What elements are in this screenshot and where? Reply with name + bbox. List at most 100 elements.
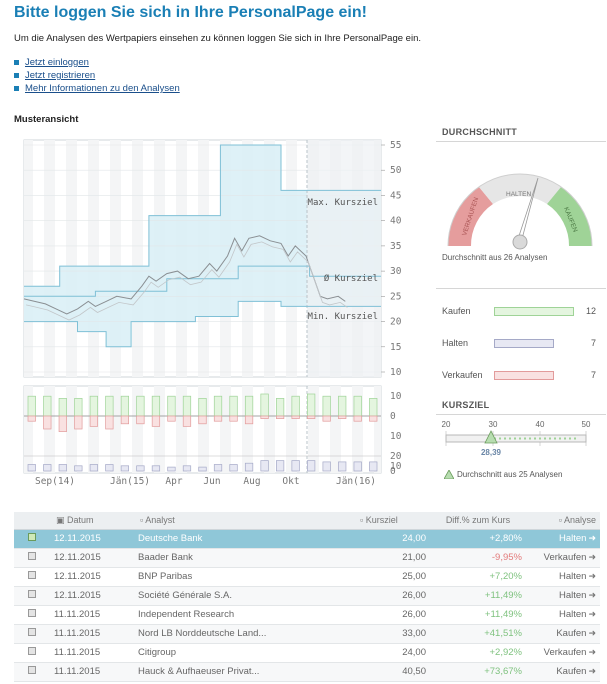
sell-bar (120, 415, 130, 425)
table-row[interactable]: 11.11.2015 Nord LB Norddeutsche Land... 33… (14, 624, 600, 644)
hold-bar (151, 465, 161, 472)
y-tick-label: 45 (390, 190, 401, 201)
bullet-icon (14, 73, 19, 78)
hold-bar (244, 462, 254, 472)
row-analysis[interactable]: Verkaufen ➜ (526, 643, 600, 663)
table-row[interactable]: 12.11.2015 BNP Paribas 25,00 +7,20% Halten ➜ (14, 567, 600, 587)
table-row[interactable]: 11.11.2015 Citigroup 24,00 +2,92% Verkaufen ➜ (14, 643, 600, 663)
row-analysis[interactable]: Verkaufen ➜ (526, 548, 600, 568)
gauge-sell-zone (448, 187, 493, 246)
sell-bar (291, 415, 300, 419)
row-date: 11.11.2015 (50, 605, 134, 625)
hold-bar (275, 460, 285, 472)
y-tick-label: 55 (390, 140, 401, 151)
y-tick-label: 35 (390, 241, 401, 252)
sell-bar (105, 415, 114, 430)
row-analysis[interactable]: Halten ➜ (526, 605, 600, 625)
x-tick-label: Jän(16) (336, 476, 376, 487)
row-checkbox[interactable] (28, 590, 36, 598)
table-row[interactable]: 12.11.2015 Baader Bank 21,00 -9,95% Verkaufe… (14, 548, 600, 568)
x-tick-label: Sep(14) (35, 476, 75, 487)
rating-row: Kaufen 12 (442, 295, 606, 327)
buy-bar (105, 395, 114, 417)
row-checkbox[interactable] (28, 571, 36, 579)
table-row[interactable]: 12.11.2015 Société Générale S.A. 26,00 +11,… (14, 586, 600, 606)
arrow-right-icon: ➜ (588, 609, 596, 619)
rating-row: Verkaufen 7 (442, 359, 606, 391)
target-marker-icon (484, 430, 498, 444)
row-checkbox-cell[interactable] (14, 586, 50, 606)
row-target: 33,00 (354, 624, 430, 644)
row-checkbox[interactable] (28, 666, 36, 674)
row-checkbox[interactable] (28, 628, 36, 636)
row-checkbox-cell[interactable] (14, 548, 50, 568)
row-checkbox[interactable] (28, 609, 36, 617)
row-checkbox-cell[interactable] (14, 643, 50, 663)
row-checkbox-cell[interactable] (14, 605, 50, 625)
buy-bar (213, 395, 223, 417)
col-diff-label: Diff.% zum Kurs (445, 515, 511, 526)
col-check (14, 512, 50, 530)
row-diff: +2,80% (430, 529, 526, 549)
buy-bar (244, 395, 254, 417)
row-analysis[interactable]: Halten ➜ (526, 567, 600, 587)
buy-bar (182, 395, 192, 417)
row-analysis[interactable]: Kaufen ➜ (526, 662, 600, 682)
arrow-right-icon: ➜ (588, 590, 596, 600)
arrow-right-icon: ➜ (588, 666, 596, 676)
hold-bar (120, 465, 130, 472)
col-diff[interactable]: Diff.% zum Kurs (430, 512, 526, 530)
x-axis-ticks: Sep(14) Jän(15) Apr Jun Aug Okt Jän(16) (35, 476, 376, 487)
row-checkbox-cell[interactable] (14, 662, 50, 682)
bullet-icon (14, 60, 19, 65)
row-checkbox[interactable] (28, 647, 36, 655)
row-checkbox[interactable] (28, 533, 36, 541)
arrow-right-icon: ➜ (588, 628, 596, 638)
col-target[interactable]: ▫ Kursziel (354, 512, 430, 530)
register-link[interactable]: Jetzt registrieren (25, 70, 96, 81)
arrow-right-icon: ➜ (588, 647, 596, 657)
target-tick-label: 20 (442, 420, 451, 429)
row-analysis[interactable]: Halten ➜ (526, 586, 600, 606)
hold-bar (198, 466, 207, 472)
row-checkbox[interactable] (28, 552, 36, 560)
login-link[interactable]: Jetzt einloggen (25, 57, 89, 68)
row-checkbox-cell[interactable] (14, 529, 50, 549)
sell-bar (353, 415, 362, 422)
col-analysis-label: Analyse (563, 515, 596, 526)
count-tick-label: 10 (390, 391, 402, 402)
row-analyst: Nord LB Norddeutsche Land... (134, 624, 354, 644)
row-analysis-label: Kaufen (556, 666, 587, 677)
arrow-right-icon: ➜ (588, 533, 596, 543)
price-line-shadow (26, 241, 348, 321)
y-tick-label: 30 (390, 266, 402, 277)
buy-bar (167, 395, 176, 417)
table-row[interactable]: 12.11.2015 Deutsche Bank 24,00 +2,80% Halten… (14, 529, 600, 549)
table-row[interactable]: 11.11.2015 Hauck & Aufhaeuser Privat... 40… (14, 662, 600, 682)
buy-bar (136, 395, 145, 417)
x-tick-label: Jän(15) (110, 476, 150, 487)
row-date: 12.11.2015 (50, 567, 134, 587)
sell-bar (182, 415, 192, 427)
col-date[interactable]: ▣ Datum (50, 512, 134, 530)
more-info-link[interactable]: Mehr Informationen zu den Analysen (25, 83, 180, 94)
y-axis-ticks: 55 50 45 40 35 30 25 20 15 10 (381, 140, 402, 378)
hold-bar (105, 464, 114, 472)
buy-bar (275, 398, 285, 417)
row-checkbox-cell[interactable] (14, 567, 50, 587)
row-analysis[interactable]: Kaufen ➜ (526, 624, 600, 644)
table-row[interactable]: 11.11.2015 Independent Research 26,00 +11,4… (14, 605, 600, 625)
col-analysis[interactable]: ▫ Analyse (526, 512, 600, 530)
hold-bar (260, 460, 269, 472)
row-target: 26,00 (354, 586, 430, 606)
row-analysis-label: Halten (558, 571, 587, 582)
gauge-buy-zone (547, 187, 592, 246)
row-analysis[interactable]: Halten ➜ (526, 529, 600, 549)
col-analyst[interactable]: ▫ Analyst (134, 512, 354, 530)
row-target: 25,00 (354, 567, 430, 587)
price-target-scale: 20 30 40 50 28,39 (442, 420, 591, 457)
hold-bar (58, 464, 67, 472)
analyst-count-bars (27, 393, 378, 472)
hold-bar (322, 461, 331, 472)
row-checkbox-cell[interactable] (14, 624, 50, 644)
